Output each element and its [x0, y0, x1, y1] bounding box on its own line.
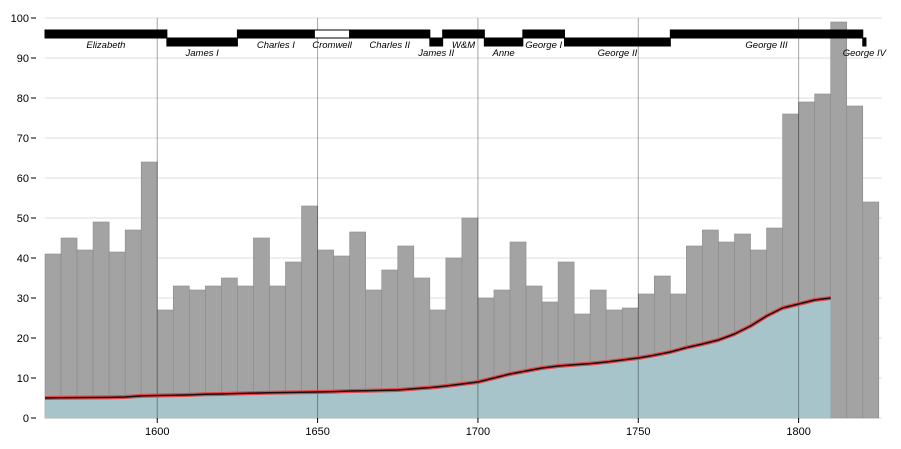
- wages-area: [45, 298, 831, 418]
- monarch-label: James I: [185, 48, 220, 59]
- wheat-bar: [124, 229, 142, 419]
- x-tick-label: 1700: [466, 426, 490, 438]
- y-axis: 0 10 20 30 40 50 60 70 80 90 100: [11, 13, 36, 425]
- x-axis: 1600 1650 1700 1750 1800: [145, 418, 811, 438]
- y-tick-label: 30: [17, 293, 29, 305]
- monarch-label: George III: [745, 40, 788, 51]
- wages-area-fill: [45, 298, 831, 418]
- monarch-label: W&M: [452, 40, 475, 51]
- wheat-bar: [301, 205, 318, 419]
- reign-bar: [236, 29, 315, 39]
- wheat-bar: [830, 21, 848, 419]
- y-tick-label: 10: [17, 373, 29, 385]
- y-tick-label: 100: [11, 13, 29, 25]
- reign-bar: [313, 29, 351, 39]
- x-tick-label: 1600: [145, 426, 169, 438]
- x-tick-label: 1750: [626, 426, 650, 438]
- wheat-bar: [92, 221, 110, 419]
- wheat-bar: [846, 105, 864, 419]
- monarch-label: Anne: [491, 48, 514, 59]
- reign-bar: [166, 37, 238, 47]
- x-tick-label: 1800: [786, 426, 810, 438]
- reign-bar: [862, 37, 867, 47]
- monarch-reigns: Elizabeth James I Charles I Cromwell Charles…: [44, 29, 888, 59]
- wheat-bar: [862, 201, 880, 419]
- wheat-bar: [44, 253, 62, 419]
- reign-bar: [442, 29, 485, 39]
- monarch-label: Elizabeth: [86, 40, 125, 51]
- monarch-label: Charles II: [369, 40, 410, 51]
- y-tick-label: 80: [17, 93, 29, 105]
- monarch-label: George IV: [843, 48, 888, 59]
- monarch-label: George I: [525, 40, 562, 51]
- wheat-bar: [140, 161, 158, 419]
- reign-bar: [522, 29, 566, 39]
- reign-bar: [349, 29, 431, 39]
- wages-line-stroke: [44, 297, 831, 399]
- wheat-bar: [108, 251, 126, 419]
- y-tick-label: 20: [17, 333, 29, 345]
- x-gridlines: [156, 18, 800, 418]
- reign-bar: [429, 37, 444, 47]
- y-tick-label: 50: [17, 213, 29, 225]
- x-tick-label: 1650: [305, 426, 329, 438]
- y-tick-label: 90: [17, 53, 29, 65]
- reign-bar: [483, 37, 524, 47]
- y-tick-label: 0: [23, 413, 29, 425]
- reign-bar: [44, 29, 168, 39]
- y-tick-label: 60: [17, 173, 29, 185]
- reign-bar: [564, 37, 671, 47]
- monarch-label: George II: [598, 48, 638, 59]
- wheat-bar: [60, 237, 78, 419]
- wages-line: [44, 296, 831, 400]
- monarch-label: Charles I: [257, 40, 295, 51]
- reign-bar: [669, 29, 864, 39]
- wheat-bar: [76, 249, 94, 419]
- monarch-label: Cromwell: [312, 40, 352, 51]
- monarch-label: James II: [417, 48, 454, 59]
- y-tick-label: 70: [17, 133, 29, 145]
- y-tick-label: 40: [17, 253, 29, 265]
